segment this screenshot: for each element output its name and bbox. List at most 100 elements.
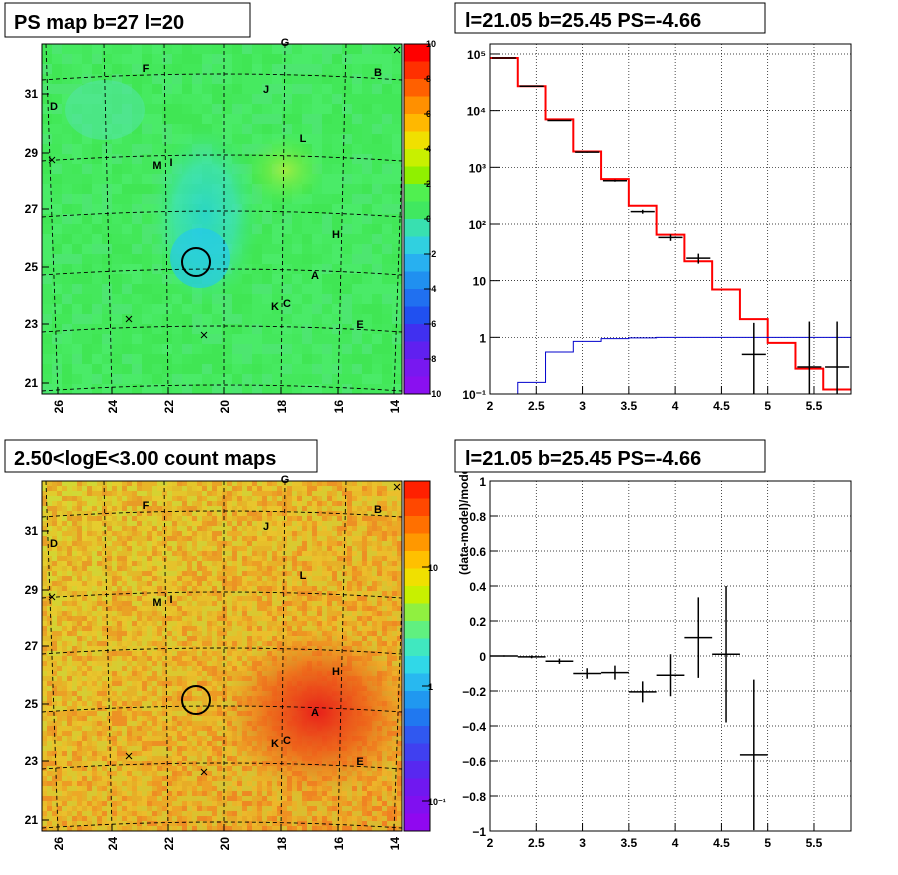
map-pixel — [352, 364, 362, 374]
map-pixel — [117, 626, 122, 631]
map-pixel — [42, 114, 52, 124]
map-pixel — [292, 254, 302, 264]
map-pixel — [72, 481, 77, 486]
map-pixel — [317, 481, 322, 486]
map-pixel — [147, 526, 152, 531]
map-pixel — [132, 84, 142, 94]
map-pixel — [347, 586, 352, 591]
map-pixel — [152, 64, 162, 74]
map-pixel — [62, 184, 72, 194]
map-pixel — [97, 526, 102, 531]
map-pixel — [52, 44, 62, 54]
map-pixel — [92, 526, 97, 531]
map-pixel — [162, 671, 167, 676]
map-pixel — [167, 521, 172, 526]
map-pixel — [352, 536, 357, 541]
map-pixel — [287, 516, 292, 521]
colorbar-segment — [404, 184, 430, 202]
map-pixel — [217, 641, 222, 646]
map-pixel — [72, 646, 77, 651]
map-pixel — [362, 164, 372, 174]
map-pixel — [342, 64, 352, 74]
map-pixel — [387, 486, 392, 491]
map-pixel — [127, 631, 132, 636]
map-pixel — [312, 84, 322, 94]
map-pixel — [77, 646, 82, 651]
map-pixel — [337, 536, 342, 541]
map-pixel — [42, 711, 47, 716]
map-pixel — [337, 486, 342, 491]
colorbar-segment — [404, 219, 430, 237]
map-pixel — [172, 64, 182, 74]
map-pixel — [192, 596, 197, 601]
map-pixel — [272, 104, 282, 114]
map-pixel — [317, 611, 322, 616]
map-pixel — [262, 384, 272, 394]
map-pixel — [192, 646, 197, 651]
map-pixel — [132, 304, 142, 314]
map-pixel — [132, 64, 142, 74]
map-pixel — [62, 616, 67, 621]
map-pixel — [177, 716, 182, 721]
map-pixel — [82, 354, 92, 364]
map-pixel — [57, 661, 62, 666]
map-pixel — [132, 701, 137, 706]
map-pixel — [172, 541, 177, 546]
map-pixel — [142, 324, 152, 334]
map-pixel — [227, 586, 232, 591]
map-pixel — [332, 546, 337, 551]
map-pixel — [302, 114, 312, 124]
map-pixel — [122, 726, 127, 731]
map-pixel — [137, 481, 142, 486]
map-pixel — [147, 531, 152, 536]
map-pixel — [162, 511, 167, 516]
map-pixel — [132, 164, 142, 174]
map-pixel — [342, 591, 347, 596]
map-pixel — [262, 546, 267, 551]
map-pixel — [382, 551, 387, 556]
map-pixel — [317, 491, 322, 496]
map-pixel — [322, 284, 332, 294]
map-pixel — [342, 224, 352, 234]
map-pixel — [97, 566, 102, 571]
map-pixel — [292, 44, 302, 54]
map-pixel — [127, 506, 132, 511]
map-pixel — [362, 611, 367, 616]
map-pixel — [392, 541, 397, 546]
map-pixel — [132, 154, 142, 164]
map-pixel — [387, 551, 392, 556]
map-pixel — [87, 716, 92, 721]
map-pixel — [287, 486, 292, 491]
map-pixel — [82, 586, 87, 591]
map-pixel — [357, 631, 362, 636]
map-pixel — [42, 571, 47, 576]
map-pixel — [107, 611, 112, 616]
map-pixel — [102, 144, 112, 154]
map-pixel — [82, 541, 87, 546]
map-pixel — [292, 94, 302, 104]
map-pixel — [182, 521, 187, 526]
map-pixel — [392, 506, 397, 511]
map-pixel — [387, 531, 392, 536]
map-pixel — [197, 481, 202, 486]
map-pixel — [167, 666, 172, 671]
map-pixel — [262, 611, 267, 616]
map-pixel — [247, 581, 252, 586]
map-pixel — [297, 626, 302, 631]
map-pixel — [322, 314, 332, 324]
map-pixel — [317, 526, 322, 531]
map-pixel — [232, 546, 237, 551]
map-pixel — [67, 531, 72, 536]
map-pixel — [222, 636, 227, 641]
map-pixel — [392, 556, 397, 561]
map-pixel — [162, 711, 167, 716]
map-pixel — [262, 274, 272, 284]
map-pixel — [307, 491, 312, 496]
map-pixel — [212, 661, 217, 666]
map-pixel — [307, 486, 312, 491]
y-tick-label: 23 — [25, 317, 39, 331]
map-pixel — [312, 134, 322, 144]
map-pixel — [322, 244, 332, 254]
map-pixel — [122, 344, 132, 354]
